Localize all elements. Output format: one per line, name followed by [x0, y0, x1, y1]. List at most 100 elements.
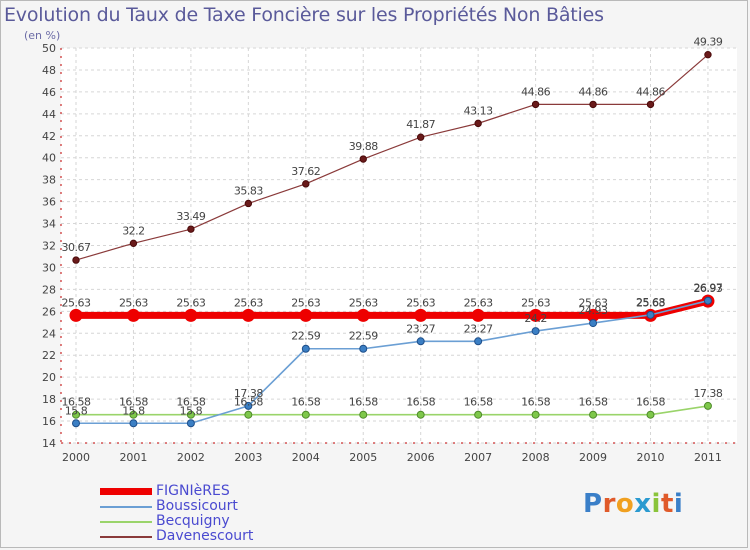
data-label: 16.58 — [521, 396, 550, 409]
data-label: 25.63 — [291, 296, 320, 309]
data-point — [531, 410, 540, 419]
data-label: 23.27 — [406, 322, 435, 335]
data-label: 25.63 — [464, 296, 493, 309]
data-point — [703, 296, 712, 305]
data-point — [589, 100, 597, 109]
data-point — [359, 344, 368, 353]
data-label: 25.68 — [636, 296, 665, 309]
data-point — [244, 401, 253, 410]
data-point — [187, 225, 195, 233]
y-tick-label: 30 — [42, 261, 56, 274]
data-point — [359, 410, 368, 419]
x-tick-label: 2004 — [292, 451, 320, 464]
x-tick-label: 2006 — [407, 451, 435, 464]
y-tick-label: 22 — [42, 349, 56, 362]
data-point — [416, 410, 425, 419]
data-point — [244, 410, 253, 419]
series-line — [75, 54, 709, 261]
data-label: 15.8 — [180, 404, 203, 417]
data-point — [69, 308, 83, 322]
data-label: 17.38 — [234, 387, 263, 400]
data-point — [72, 410, 80, 419]
data-label: 23.27 — [464, 322, 493, 335]
x-tick-label: 2005 — [349, 451, 377, 464]
data-label: 37.62 — [291, 165, 320, 178]
data-point — [186, 410, 195, 419]
data-point — [126, 308, 140, 322]
data-label: 35.83 — [234, 184, 263, 197]
data-point — [184, 308, 198, 322]
data-label: 25.63 — [406, 296, 435, 309]
data-point — [359, 155, 367, 163]
legend-label: Becquigny — [156, 513, 230, 529]
data-point — [301, 410, 310, 419]
x-tick-label: 2007 — [464, 451, 492, 464]
data-label: 16.58 — [349, 396, 378, 409]
unit-label: (en %) — [24, 29, 61, 42]
data-label: 16.58 — [62, 396, 91, 409]
series-line — [76, 299, 709, 425]
data-label: 49.39 — [693, 36, 722, 49]
data-label: 15.8 — [65, 404, 88, 417]
data-point — [589, 410, 598, 419]
data-label: 33.49 — [176, 210, 205, 223]
legend-label: Boussicourt — [156, 498, 238, 514]
y-tick-label: 16 — [42, 415, 56, 428]
legend-item: Davenescourt — [100, 529, 253, 544]
series-line — [76, 405, 709, 416]
data-point — [704, 50, 712, 59]
data-point — [72, 256, 80, 264]
data-label: 25.63 — [579, 296, 608, 309]
data-point — [474, 410, 483, 419]
data-label: 32.2 — [122, 224, 145, 237]
data-point — [531, 100, 540, 109]
data-point — [416, 337, 425, 346]
x-tick-label: 2011 — [694, 451, 722, 464]
legend-swatch — [100, 535, 152, 538]
data-point — [471, 308, 485, 322]
data-point — [703, 401, 712, 410]
legend-swatch — [100, 520, 152, 523]
y-tick-label: 50 — [42, 42, 56, 55]
data-label: 25.63 — [521, 296, 550, 309]
data-point — [529, 308, 543, 322]
data-point — [302, 180, 310, 188]
data-label: 17.38 — [693, 387, 722, 400]
x-tick-label: 2008 — [522, 451, 550, 464]
data-label: 24.2 — [524, 312, 547, 325]
legend-item: Becquigny — [100, 514, 253, 529]
data-label: 16.58 — [176, 396, 205, 409]
data-label: 30.67 — [62, 241, 91, 254]
y-tick-label: 46 — [42, 86, 56, 99]
data-point — [72, 419, 80, 428]
data-label: 15.8 — [122, 404, 145, 417]
y-tick-label: 38 — [42, 174, 56, 187]
y-tick-label: 24 — [42, 327, 56, 340]
data-point — [417, 133, 425, 141]
data-label: 44.86 — [521, 85, 550, 98]
legend-item: Boussicourt — [100, 499, 253, 514]
data-point — [474, 337, 483, 346]
data-label: 22.59 — [349, 330, 378, 343]
data-label: 16.58 — [119, 396, 148, 409]
data-point — [129, 419, 138, 428]
data-label: 25.63 — [62, 296, 91, 309]
legend-swatch — [100, 505, 152, 508]
data-point — [646, 410, 655, 419]
data-point — [129, 410, 138, 419]
data-label: 44.86 — [579, 85, 608, 98]
data-point — [244, 199, 253, 208]
legend-label: Davenescourt — [156, 528, 254, 544]
data-label: 26.97 — [693, 282, 722, 295]
data-label: 16.58 — [406, 396, 435, 409]
y-tick-label: 26 — [42, 305, 56, 318]
data-point — [531, 327, 540, 336]
x-tick-label: 2010 — [637, 451, 665, 464]
x-tick-label: 2009 — [579, 451, 607, 464]
data-point — [646, 100, 655, 109]
data-point — [356, 308, 370, 322]
legend-swatch — [100, 488, 152, 495]
data-label: 39.88 — [349, 140, 378, 153]
data-label: 44.86 — [636, 85, 665, 98]
